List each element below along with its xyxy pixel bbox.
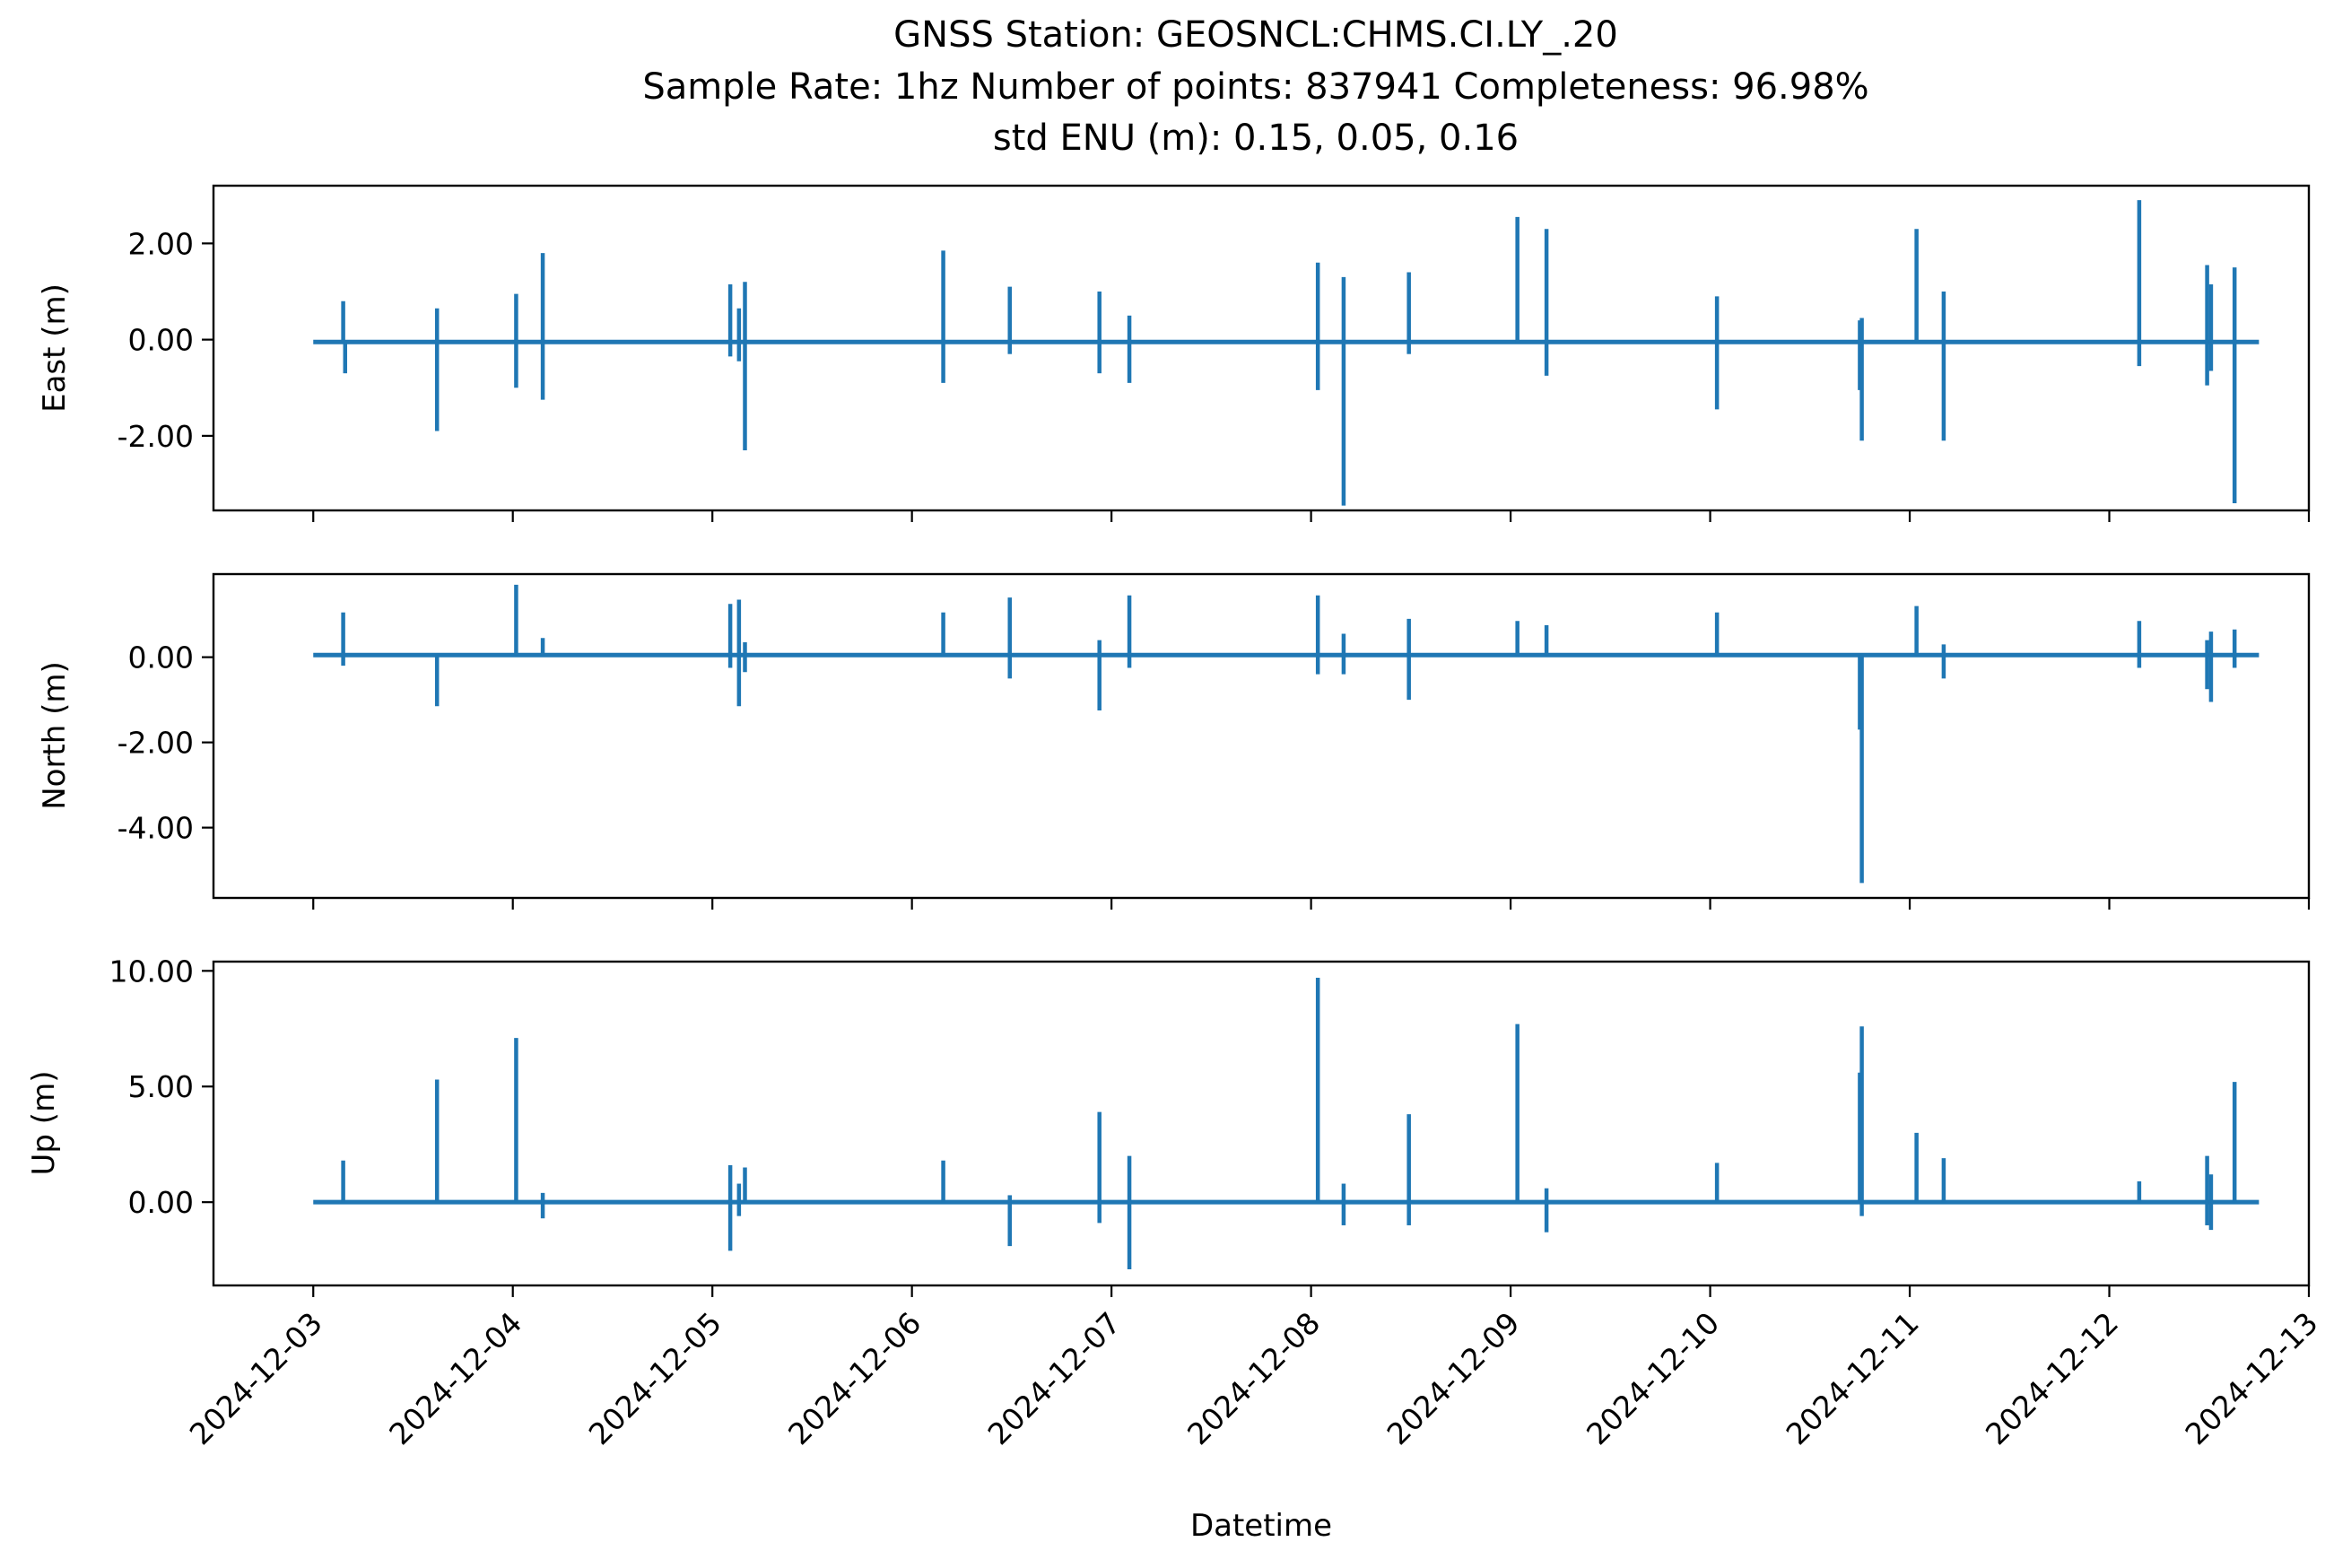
title-line-3: std ENU (m): 0.15, 0.05, 0.16: [993, 118, 1519, 159]
x-tick-label: 2024-12-13: [2178, 1305, 2324, 1451]
x-tick-label: 2024-12-09: [1380, 1305, 1527, 1451]
title-line-1: GNSS Station: GEOSNCL:CHMS.CI.LY_.20: [893, 14, 1618, 56]
x-tick-label: 2024-12-10: [1580, 1305, 1726, 1451]
x-tick-label: 2024-12-04: [382, 1305, 528, 1451]
y-tick-label: -2.00: [118, 726, 194, 761]
x-tick-label: 2024-12-12: [1979, 1305, 2125, 1451]
east-x-ticks: [312, 510, 2311, 522]
up-x-ticks: [312, 1285, 2311, 1297]
x-tick-label: 2024-12-07: [981, 1305, 1128, 1451]
east-series: [313, 200, 2260, 506]
figure-title: GNSS Station: GEOSNCL:CHMS.CI.LY_.20 Sam…: [642, 14, 1868, 159]
up-panel: 10.005.000.00 2024-12-03 2024-12-04 2024-1…: [26, 954, 2325, 1451]
y-tick-label: 0.00: [128, 640, 194, 675]
x-tick-label: 2024-12-11: [1780, 1305, 1926, 1451]
north-panel: 0.00 -2.00 -4.00 North (m): [37, 572, 2311, 910]
y-tick-label: -4.00: [118, 811, 194, 846]
up-plot-frame: [212, 960, 2311, 1287]
up-x-tick-labels: 2024-12-03 2024-12-04 2024-12-05 2024-12-06…: [183, 1305, 2325, 1451]
y-tick-label: 0.00: [128, 323, 194, 358]
up-y-label: Up (m): [26, 1071, 62, 1176]
north-series: [313, 584, 2260, 884]
x-axis-label: Datetime: [1190, 1508, 1332, 1544]
y-tick-label: 10.00: [109, 954, 194, 989]
north-y-label: North (m): [37, 661, 73, 810]
y-tick-label: 0.00: [128, 1185, 194, 1220]
y-tick-label: -2.00: [118, 419, 194, 454]
north-plot-frame: [212, 572, 2311, 900]
x-tick-label: 2024-12-03: [183, 1305, 329, 1451]
title-line-2: Sample Rate: 1hz Number of points: 83794…: [642, 66, 1868, 108]
east-plot-frame: [212, 184, 2311, 512]
x-tick-label: 2024-12-08: [1180, 1305, 1327, 1451]
up-y-axis: 10.00 5.00 0.00: [109, 954, 213, 1220]
east-y-axis: 2.00 0.00 -2.00: [118, 226, 213, 454]
east-panel: 2.00 0.00 -2.00 East (m): [37, 184, 2311, 522]
east-y-label: East (m): [37, 283, 73, 413]
up-series: [313, 978, 2260, 1269]
north-y-axis: 0.00 -2.00 -4.00: [118, 640, 213, 846]
north-x-ticks: [312, 898, 2311, 910]
y-tick-label: 2.00: [128, 226, 194, 261]
x-tick-label: 2024-12-05: [582, 1305, 728, 1451]
y-tick-label: 5.00: [128, 1069, 194, 1104]
x-tick-label: 2024-12-06: [781, 1305, 927, 1451]
